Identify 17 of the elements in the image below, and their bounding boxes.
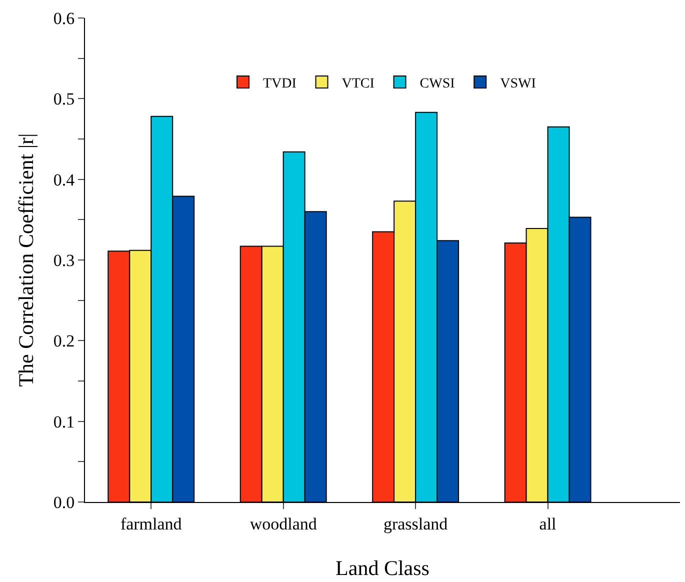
- x-tick-label: all: [539, 514, 557, 534]
- x-tick-label: grassland: [383, 514, 448, 534]
- legend-label: VSWI: [500, 76, 536, 92]
- y-tick-label: 0.5: [53, 90, 75, 109]
- y-tick-label: 0.1: [53, 412, 75, 432]
- legend-label: VTCI: [342, 76, 375, 92]
- legend-label: CWSI: [420, 76, 456, 92]
- legend-label: TVDI: [263, 76, 297, 92]
- y-tick-label: 0.4: [53, 170, 76, 190]
- y-tick-label: 0.2: [53, 332, 75, 351]
- y-tick-label: 0.0: [53, 492, 75, 512]
- y-tick-label: 0.3: [53, 250, 75, 270]
- x-tick-label: woodland: [250, 514, 318, 534]
- y-axis-title: The Correlation Coefficient |r|: [14, 133, 38, 387]
- y-tick-label: 0.6: [53, 8, 75, 28]
- x-tick-label: farmland: [120, 514, 182, 534]
- x-axis-title: Land Class: [336, 556, 430, 580]
